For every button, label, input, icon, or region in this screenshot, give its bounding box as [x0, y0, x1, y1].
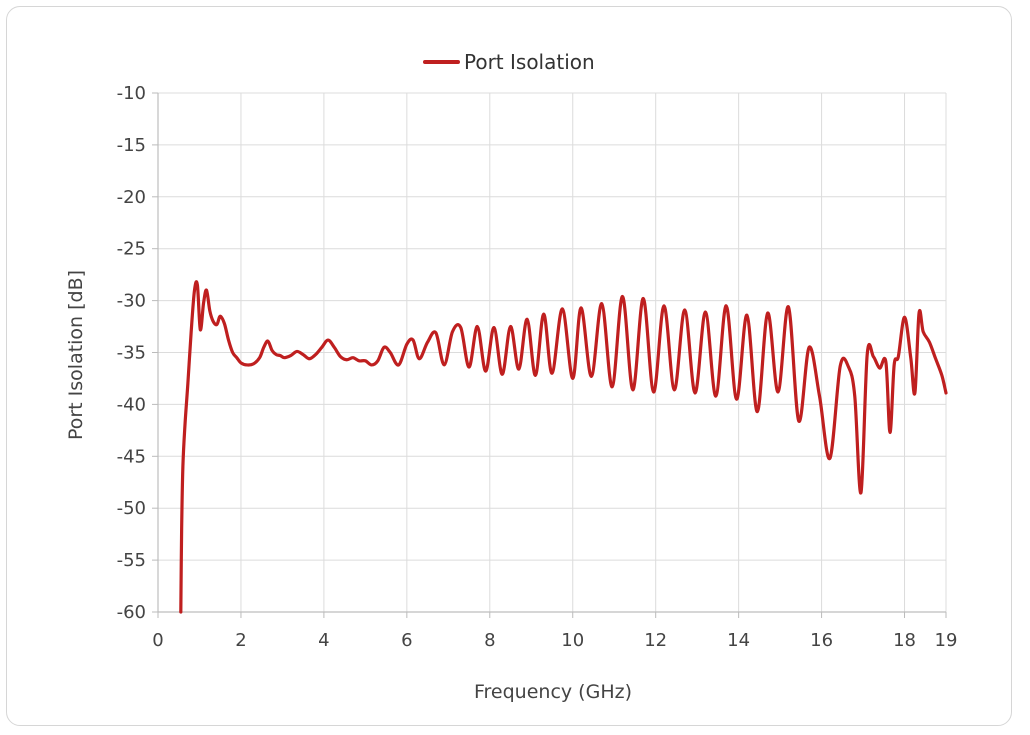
x-tick-label: 18 [893, 630, 916, 651]
y-axis-title: Port Isolation [dB] [65, 270, 87, 440]
y-tick-label: -35 [117, 343, 146, 364]
y-tick-label: -50 [117, 498, 146, 519]
x-tick-label: 12 [644, 630, 667, 651]
x-tick-label: 2 [235, 630, 246, 651]
chart-card [6, 6, 1012, 726]
x-axis-title: Frequency (GHz) [474, 681, 632, 703]
legend[interactable]: Port Isolation [423, 50, 595, 74]
grid-lines [157, 92, 947, 613]
y-tick-label: -20 [117, 187, 146, 208]
x-tick-label: 4 [318, 630, 329, 651]
x-tick-label: 8 [484, 630, 495, 651]
series-group [179, 280, 948, 614]
y-tick-label: -30 [117, 291, 146, 312]
y-tick-label: -15 [117, 135, 146, 156]
series-line-0[interactable] [179, 280, 948, 614]
y-tick-label: -25 [117, 239, 146, 260]
x-tick-label: 0 [152, 630, 163, 651]
axes [152, 92, 947, 618]
x-tick-label: 6 [401, 630, 412, 651]
y-tick-label: -55 [117, 550, 146, 571]
x-tick-label: 14 [727, 630, 750, 651]
y-tick-label: -60 [117, 602, 146, 623]
y-tick-label: -40 [117, 394, 146, 415]
y-tick-label: -10 [117, 83, 146, 104]
y-tick-labels: -10 -15 -20 -25 -30 -35 -40 -45 -50 -55 -60 [117, 83, 146, 623]
x-tick-label: 19 [935, 630, 958, 651]
x-tick-label: 16 [810, 630, 833, 651]
x-tick-label: 10 [561, 630, 584, 651]
legend-label: Port Isolation [464, 50, 595, 74]
y-tick-label: -45 [117, 446, 146, 467]
x-tick-labels: 0 2 4 6 8 10 12 14 16 18 19 [152, 630, 957, 651]
